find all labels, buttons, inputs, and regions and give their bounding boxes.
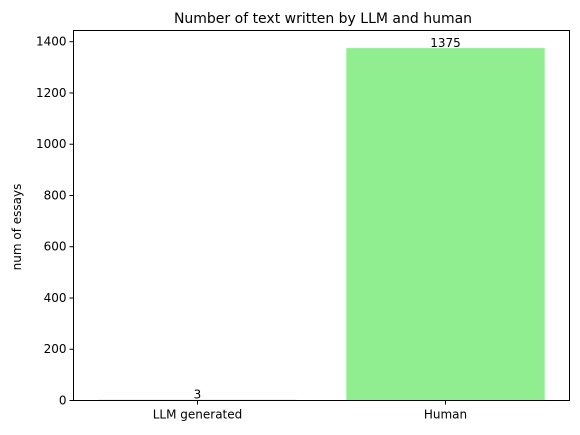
y-tick-label-6: 1200 (36, 86, 67, 100)
y-tick-label-3: 600 (44, 240, 67, 254)
plot-frame (73, 30, 570, 401)
chart-title: Number of text written by LLM and human (174, 11, 472, 27)
x-tick-label-0: LLM generated (153, 408, 243, 422)
y-tick-label-5: 1000 (36, 137, 67, 151)
y-axis-ticks: 0 200 400 600 800 1000 1200 1400 (36, 35, 74, 408)
bar-1 (346, 48, 545, 401)
y-tick-label-0: 0 (59, 394, 67, 408)
x-axis-ticks: LLM generated Human (153, 400, 467, 422)
y-axis-label: num of essays (10, 184, 24, 271)
y-tick-label-4: 800 (44, 188, 67, 202)
x-tick-label-1: Human (424, 408, 467, 422)
bars-group (98, 48, 545, 401)
data-labels-group: 3 1375 (194, 36, 461, 402)
data-label-0: 3 (194, 388, 202, 402)
data-label-1: 1375 (430, 36, 461, 50)
y-tick-label-1: 200 (44, 342, 67, 356)
y-tick-label-7: 1400 (36, 35, 67, 49)
y-tick-label-2: 400 (44, 291, 67, 305)
